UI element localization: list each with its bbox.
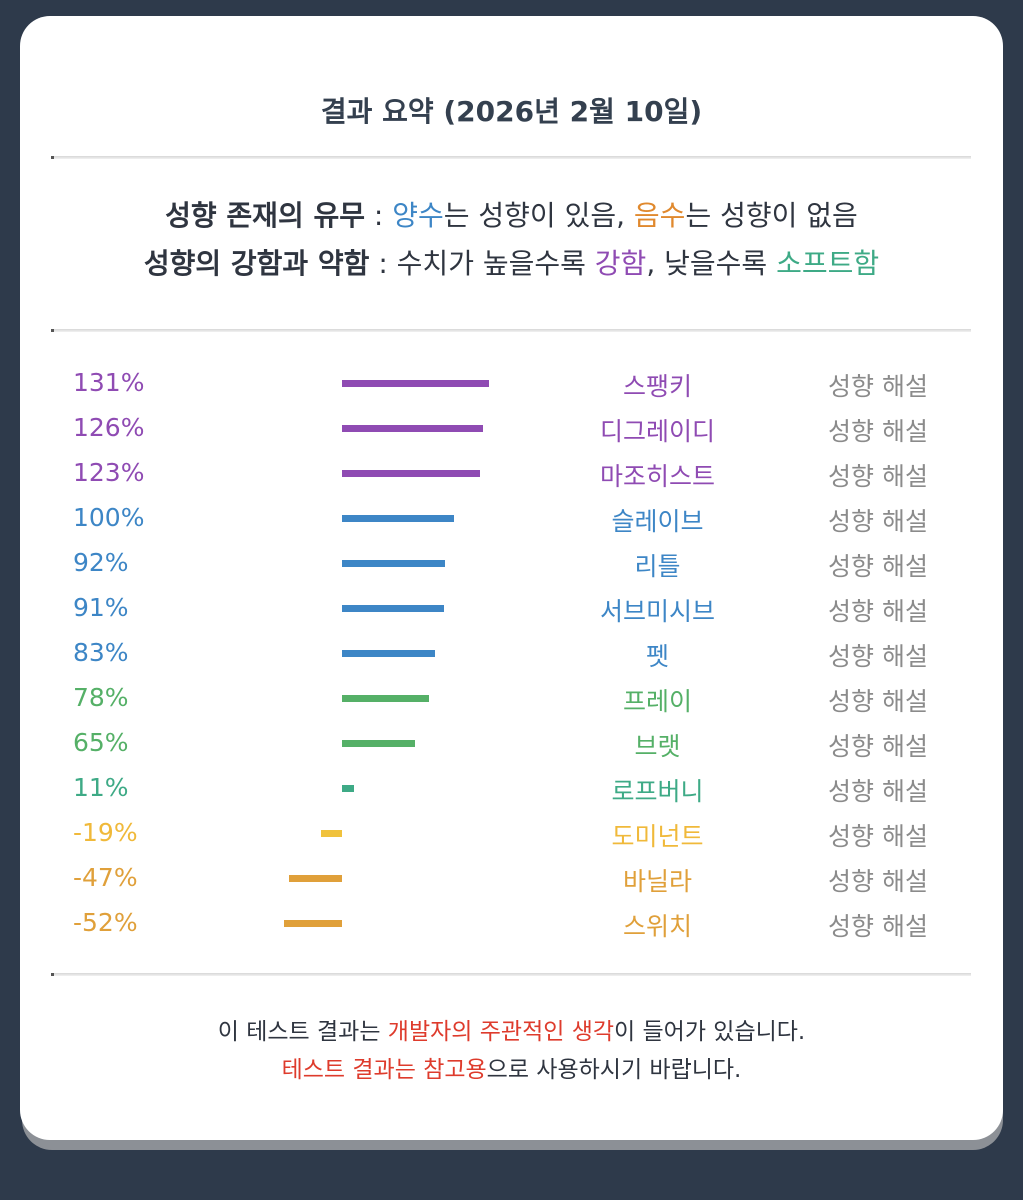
trait-description-link[interactable]: 성향 해설 [828, 552, 928, 581]
value-label: 78% [73, 683, 129, 712]
category-label: 서브미시브 [599, 597, 715, 626]
chart-row: 83% 펫 성향 해설 [20, 638, 1003, 678]
legend-strong: 강함 [594, 247, 647, 280]
chart-row: 65% 브랫 성향 해설 [20, 728, 1003, 768]
trait-description-link[interactable]: 성향 해설 [828, 642, 928, 671]
category-label: 브랫 [634, 732, 681, 761]
value-label: -19% [73, 818, 138, 847]
legend-strength-mid: , 낮을수록 [646, 247, 777, 280]
value-label: 65% [73, 728, 129, 757]
legend-strength-label: 성향의 강함과 약함 [143, 247, 370, 280]
chart-row: -47% 바닐라 성향 해설 [20, 863, 1003, 903]
value-label: 100% [73, 503, 145, 532]
chart-bar [283, 920, 342, 927]
value-label: 92% [73, 548, 129, 577]
value-label: -47% [73, 863, 138, 892]
chart-bar [342, 380, 489, 387]
value-label: 123% [73, 458, 145, 487]
footer-1-pre: 이 테스트 결과는 [217, 1019, 388, 1045]
legend-strength-sep: : [369, 247, 397, 280]
chart-row: 11% 로프버니 성향 해설 [20, 773, 1003, 813]
chart-row: 78% 프레이 성향 해설 [20, 683, 1003, 723]
chart-row: 126% 디그레이디 성향 해설 [20, 413, 1003, 453]
footer-1-post: 이 들어가 있습니다. [614, 1019, 806, 1045]
category-label: 도미넌트 [611, 822, 704, 851]
chart-row: -19% 도미넌트 성향 해설 [20, 818, 1003, 858]
chart-bar [342, 785, 355, 792]
trait-description-link[interactable]: 성향 해설 [828, 732, 928, 761]
chart-bar [342, 695, 430, 702]
chart-row: 100% 슬레이브 성향 해설 [20, 503, 1003, 543]
chart-bar [342, 470, 480, 477]
chart-bar [320, 830, 342, 837]
footer-2-highlight: 테스트 결과는 참고용 [281, 1057, 487, 1083]
value-label: 83% [73, 638, 129, 667]
trait-description-link[interactable]: 성향 해설 [828, 912, 928, 941]
legend-negative: 음수 [633, 199, 686, 232]
category-label: 프레이 [622, 687, 692, 716]
value-label: 126% [73, 413, 145, 442]
footer-2-post: 으로 사용하시기 바랍니다. [486, 1057, 742, 1083]
trait-description-link[interactable]: 성향 해설 [828, 867, 928, 896]
legend-positive: 양수 [392, 199, 444, 232]
value-label: 11% [73, 773, 129, 802]
legend-existence-sep: : [364, 199, 393, 232]
chart-bar [342, 650, 435, 657]
trait-description-link[interactable]: 성향 해설 [828, 597, 928, 626]
chart-row: -52% 스위치 성향 해설 [20, 908, 1003, 948]
result-card: 결과 요약 (2026년 2월 10일) 성향 존재의 유무 : 양수는 성향이… [20, 16, 1003, 1140]
trait-description-link[interactable]: 성향 해설 [828, 417, 928, 446]
footer-line-2: 테스트 결과는 참고용으로 사용하시기 바랍니다. [20, 1050, 1003, 1084]
chart-bar [342, 425, 484, 432]
value-label: -52% [73, 908, 138, 937]
value-label: 131% [73, 368, 145, 397]
chart-bar [342, 515, 454, 522]
trait-description-link[interactable]: 성향 해설 [828, 372, 928, 401]
divider-top [51, 156, 971, 159]
chart-row: 91% 서브미시브 성향 해설 [20, 593, 1003, 633]
trait-description-link[interactable]: 성향 해설 [828, 777, 928, 806]
trait-description-link[interactable]: 성향 해설 [828, 822, 928, 851]
legend-positive-desc: 는 성향이 있음, [443, 199, 634, 232]
divider-bottom [51, 973, 971, 976]
category-label: 리틀 [634, 552, 681, 581]
legend-existence-label: 성향 존재의 유무 [165, 199, 365, 232]
category-label: 디그레이디 [599, 417, 715, 446]
legend-soft: 소프트함 [776, 247, 880, 280]
category-label: 마조히스트 [599, 462, 715, 491]
chart-bar [342, 740, 415, 747]
trait-description-link[interactable]: 성향 해설 [828, 507, 928, 536]
category-label: 스팽키 [622, 372, 692, 401]
category-label: 슬레이브 [611, 507, 704, 536]
trait-description-link[interactable]: 성향 해설 [828, 462, 928, 491]
chart-row: 92% 리틀 성향 해설 [20, 548, 1003, 588]
footer-line-1: 이 테스트 결과는 개발자의 주관적인 생각이 들어가 있습니다. [20, 1012, 1003, 1046]
divider-middle [51, 329, 971, 332]
chart-row: 131% 스팽키 성향 해설 [20, 368, 1003, 408]
legend-negative-desc: 는 성향이 없음 [685, 199, 858, 232]
category-label: 스위치 [622, 912, 692, 941]
category-label: 펫 [645, 642, 669, 671]
chart-bar [289, 875, 342, 882]
chart-bar [342, 560, 446, 567]
legend-existence: 성향 존재의 유무 : 양수는 성향이 있음, 음수는 성향이 없음 [20, 194, 1003, 234]
category-label: 바닐라 [622, 867, 692, 896]
page-title: 결과 요약 (2026년 2월 10일) [320, 95, 703, 128]
footer-1-highlight: 개발자의 주관적인 생각 [387, 1019, 615, 1045]
chart-row: 123% 마조히스트 성향 해설 [20, 458, 1003, 498]
value-label: 91% [73, 593, 129, 622]
category-label: 로프버니 [611, 777, 704, 806]
legend-strength-pre: 수치가 높을수록 [396, 247, 595, 280]
legend-strength: 성향의 강함과 약함 : 수치가 높을수록 강함, 낮을수록 소프트함 [20, 242, 1003, 282]
trait-description-link[interactable]: 성향 해설 [828, 687, 928, 716]
chart-bar [342, 605, 444, 612]
